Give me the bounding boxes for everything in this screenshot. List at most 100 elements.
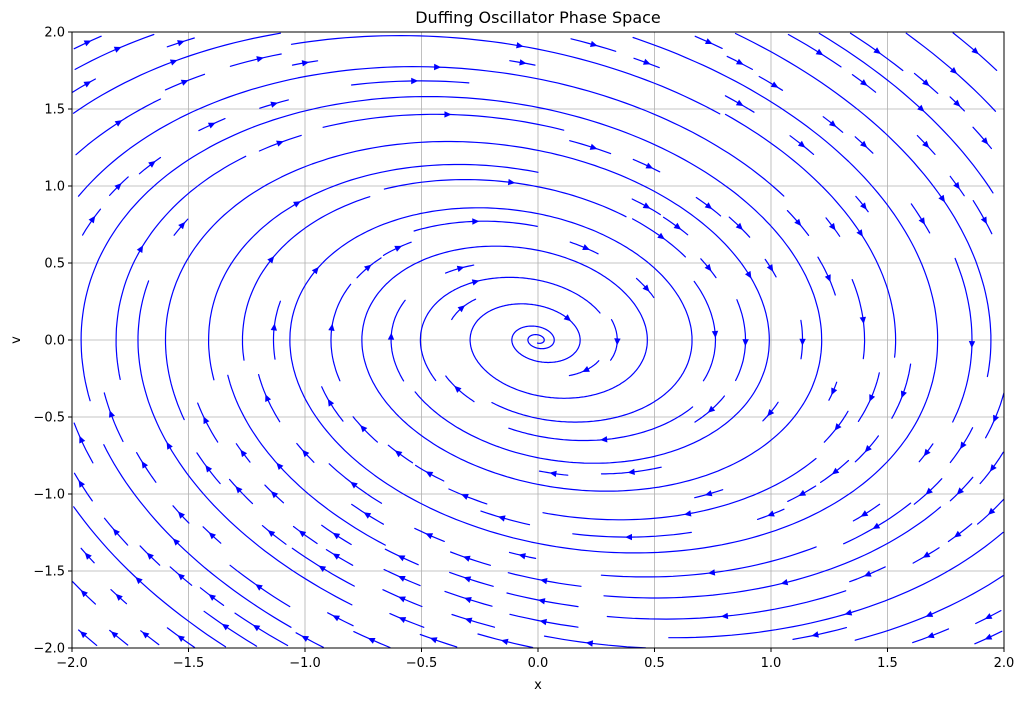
streamline — [80, 96, 823, 492]
stream-arrow — [735, 222, 743, 230]
stream-arrow — [600, 436, 608, 443]
stream-arrow — [873, 47, 881, 54]
y-tick-label: −2.0 — [33, 642, 65, 657]
stream-arrow — [900, 390, 907, 399]
stream-arrow — [79, 435, 86, 444]
stream-arrow — [178, 221, 186, 230]
stream-arrow — [146, 552, 154, 560]
stream-arrow — [464, 597, 472, 604]
stream-arrow — [240, 449, 248, 458]
streamline — [389, 613, 425, 628]
stream-arrow — [844, 609, 853, 616]
stream-arrow — [221, 623, 230, 631]
stream-arrow — [276, 140, 284, 147]
stream-arrow — [332, 615, 340, 622]
stream-arrow — [394, 450, 403, 458]
stream-arrow — [657, 232, 665, 240]
stream-arrow — [110, 631, 119, 639]
stream-arrow — [456, 265, 465, 272]
stream-arrow — [828, 222, 836, 231]
streamline — [949, 476, 974, 502]
stream-arrow — [166, 442, 173, 450]
stream-arrow — [923, 448, 931, 457]
stream-arrow — [411, 77, 419, 85]
stream-arrow — [834, 423, 842, 431]
stream-arrow — [114, 183, 122, 191]
x-tick-label: 1.5 — [877, 656, 898, 671]
streamline — [569, 140, 612, 155]
streamline — [208, 163, 539, 381]
stream-arrow — [828, 120, 837, 127]
streamline — [74, 33, 155, 70]
stream-arrow — [235, 486, 243, 494]
streamline — [508, 406, 694, 442]
stream-arrow — [208, 532, 216, 540]
stream-arrow — [799, 338, 806, 346]
stream-arrow — [177, 511, 185, 519]
stream-arrow — [398, 617, 407, 623]
streamline — [451, 613, 496, 628]
streamline — [451, 298, 477, 321]
stream-arrow — [360, 425, 368, 433]
streamline — [351, 80, 470, 86]
streamline — [75, 98, 162, 156]
y-tick-label: 0.0 — [44, 334, 65, 349]
stream-arrow — [327, 398, 335, 407]
stream-arrow — [590, 40, 598, 47]
stream-arrow — [707, 569, 716, 576]
stream-arrow — [270, 491, 279, 499]
streamline — [480, 510, 531, 526]
stream-arrow — [860, 202, 867, 210]
stream-arrow — [645, 162, 654, 169]
stream-arrow — [953, 181, 960, 190]
stream-arrow — [585, 640, 594, 647]
stream-arrow — [643, 58, 651, 65]
stream-arrow — [301, 60, 310, 67]
axis-ticks: −2.0 −1.5 −1.0 −0.5 0.0 0.5 1.0 1.5 2.0 −2.0 −1.5 −… — [33, 26, 1014, 672]
streamline — [228, 478, 254, 505]
stream-arrow — [454, 385, 462, 393]
stream-arrow — [925, 487, 933, 495]
stream-arrow — [83, 40, 92, 47]
streamline — [289, 36, 939, 554]
stream-arrow — [960, 441, 967, 450]
stream-arrow — [711, 330, 719, 338]
chart-title: Duffing Oscillator Phase Space — [415, 8, 661, 27]
streamline — [295, 632, 324, 648]
stream-arrow — [207, 122, 216, 129]
stream-arrow — [112, 528, 120, 536]
stream-arrow — [673, 222, 682, 230]
stream-arrow — [953, 99, 961, 107]
streamline — [843, 502, 912, 545]
stream-arrow — [148, 160, 156, 168]
stream-arrow — [328, 323, 335, 331]
stream-arrow — [856, 229, 863, 237]
stream-arrow — [256, 56, 264, 63]
stream-arrow — [425, 533, 434, 540]
streamline — [234, 612, 289, 647]
stream-arrow — [704, 263, 712, 272]
streamline — [448, 488, 488, 505]
streamline — [292, 525, 318, 545]
stream-arrow — [180, 79, 189, 86]
stream-arrow — [519, 59, 527, 66]
stream-arrow — [736, 58, 744, 65]
stream-arrow — [582, 366, 590, 372]
y-tick-label: −1.0 — [33, 488, 65, 503]
x-tick-label: 1.0 — [761, 656, 782, 671]
streamline — [787, 33, 842, 68]
stream-arrow — [276, 462, 284, 470]
stream-arrow — [367, 638, 376, 644]
stream-arrow — [169, 59, 178, 66]
x-tick-label: 0.0 — [528, 656, 549, 671]
stream-arrow — [84, 552, 92, 560]
stream-arrow — [208, 594, 216, 601]
streamline — [137, 280, 353, 606]
streamline — [543, 635, 647, 648]
streamline — [241, 196, 371, 361]
stream-arrow — [255, 584, 263, 591]
stream-arrow — [177, 40, 185, 47]
x-tick-label: −0.5 — [406, 656, 438, 671]
stream-arrow — [794, 218, 802, 227]
stream-arrow — [767, 510, 775, 517]
